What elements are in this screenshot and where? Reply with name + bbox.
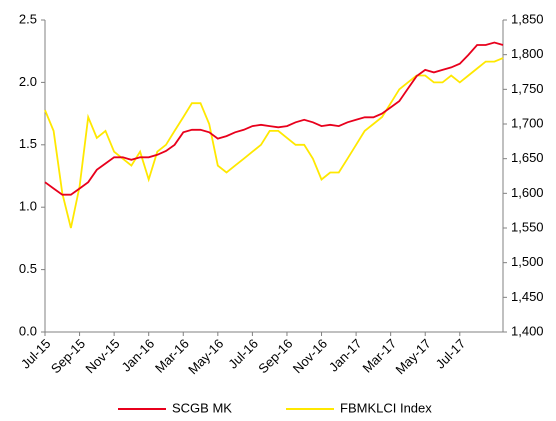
y2-tick-label: 1,850 bbox=[511, 11, 544, 26]
y-tick-label: 0.0 bbox=[19, 323, 37, 338]
x-tick-label: Mar-16 bbox=[152, 336, 192, 376]
x-tick-label: Nov-16 bbox=[290, 336, 330, 376]
x-tick-label: Jul-17 bbox=[433, 336, 469, 372]
x-tick-label: Jan-16 bbox=[119, 336, 158, 375]
x-tick-label: May-16 bbox=[185, 336, 226, 377]
y2-tick-label: 1,700 bbox=[511, 115, 544, 130]
y2-tick-label: 1,450 bbox=[511, 289, 544, 304]
legend-label: FBMKLCI Index bbox=[340, 400, 432, 415]
x-tick-label: Sep-15 bbox=[48, 336, 88, 376]
y-tick-label: 2.0 bbox=[19, 74, 37, 89]
y2-tick-label: 1,600 bbox=[511, 185, 544, 200]
legend-label: SCGB MK bbox=[172, 400, 232, 415]
series-line bbox=[44, 41, 504, 196]
y-tick-label: 1.0 bbox=[19, 199, 37, 214]
y2-tick-label: 1,550 bbox=[511, 219, 544, 234]
y-tick-label: 2.5 bbox=[19, 11, 37, 26]
x-tick-label: Jan-17 bbox=[326, 336, 365, 375]
series-line bbox=[44, 57, 504, 229]
y2-tick-label: 1,800 bbox=[511, 46, 544, 61]
x-tick-label: May-17 bbox=[393, 336, 434, 377]
y-tick-label: 0.5 bbox=[19, 261, 37, 276]
y-tick-label: 1.5 bbox=[19, 136, 37, 151]
y2-tick-label: 1,500 bbox=[511, 254, 544, 269]
y2-tick-label: 1,400 bbox=[511, 323, 544, 338]
y2-tick-label: 1,650 bbox=[511, 150, 544, 165]
x-tick-label: Nov-15 bbox=[82, 336, 122, 376]
y2-tick-label: 1,750 bbox=[511, 81, 544, 96]
x-tick-label: Mar-17 bbox=[359, 336, 399, 376]
x-tick-label: Sep-16 bbox=[255, 336, 295, 376]
